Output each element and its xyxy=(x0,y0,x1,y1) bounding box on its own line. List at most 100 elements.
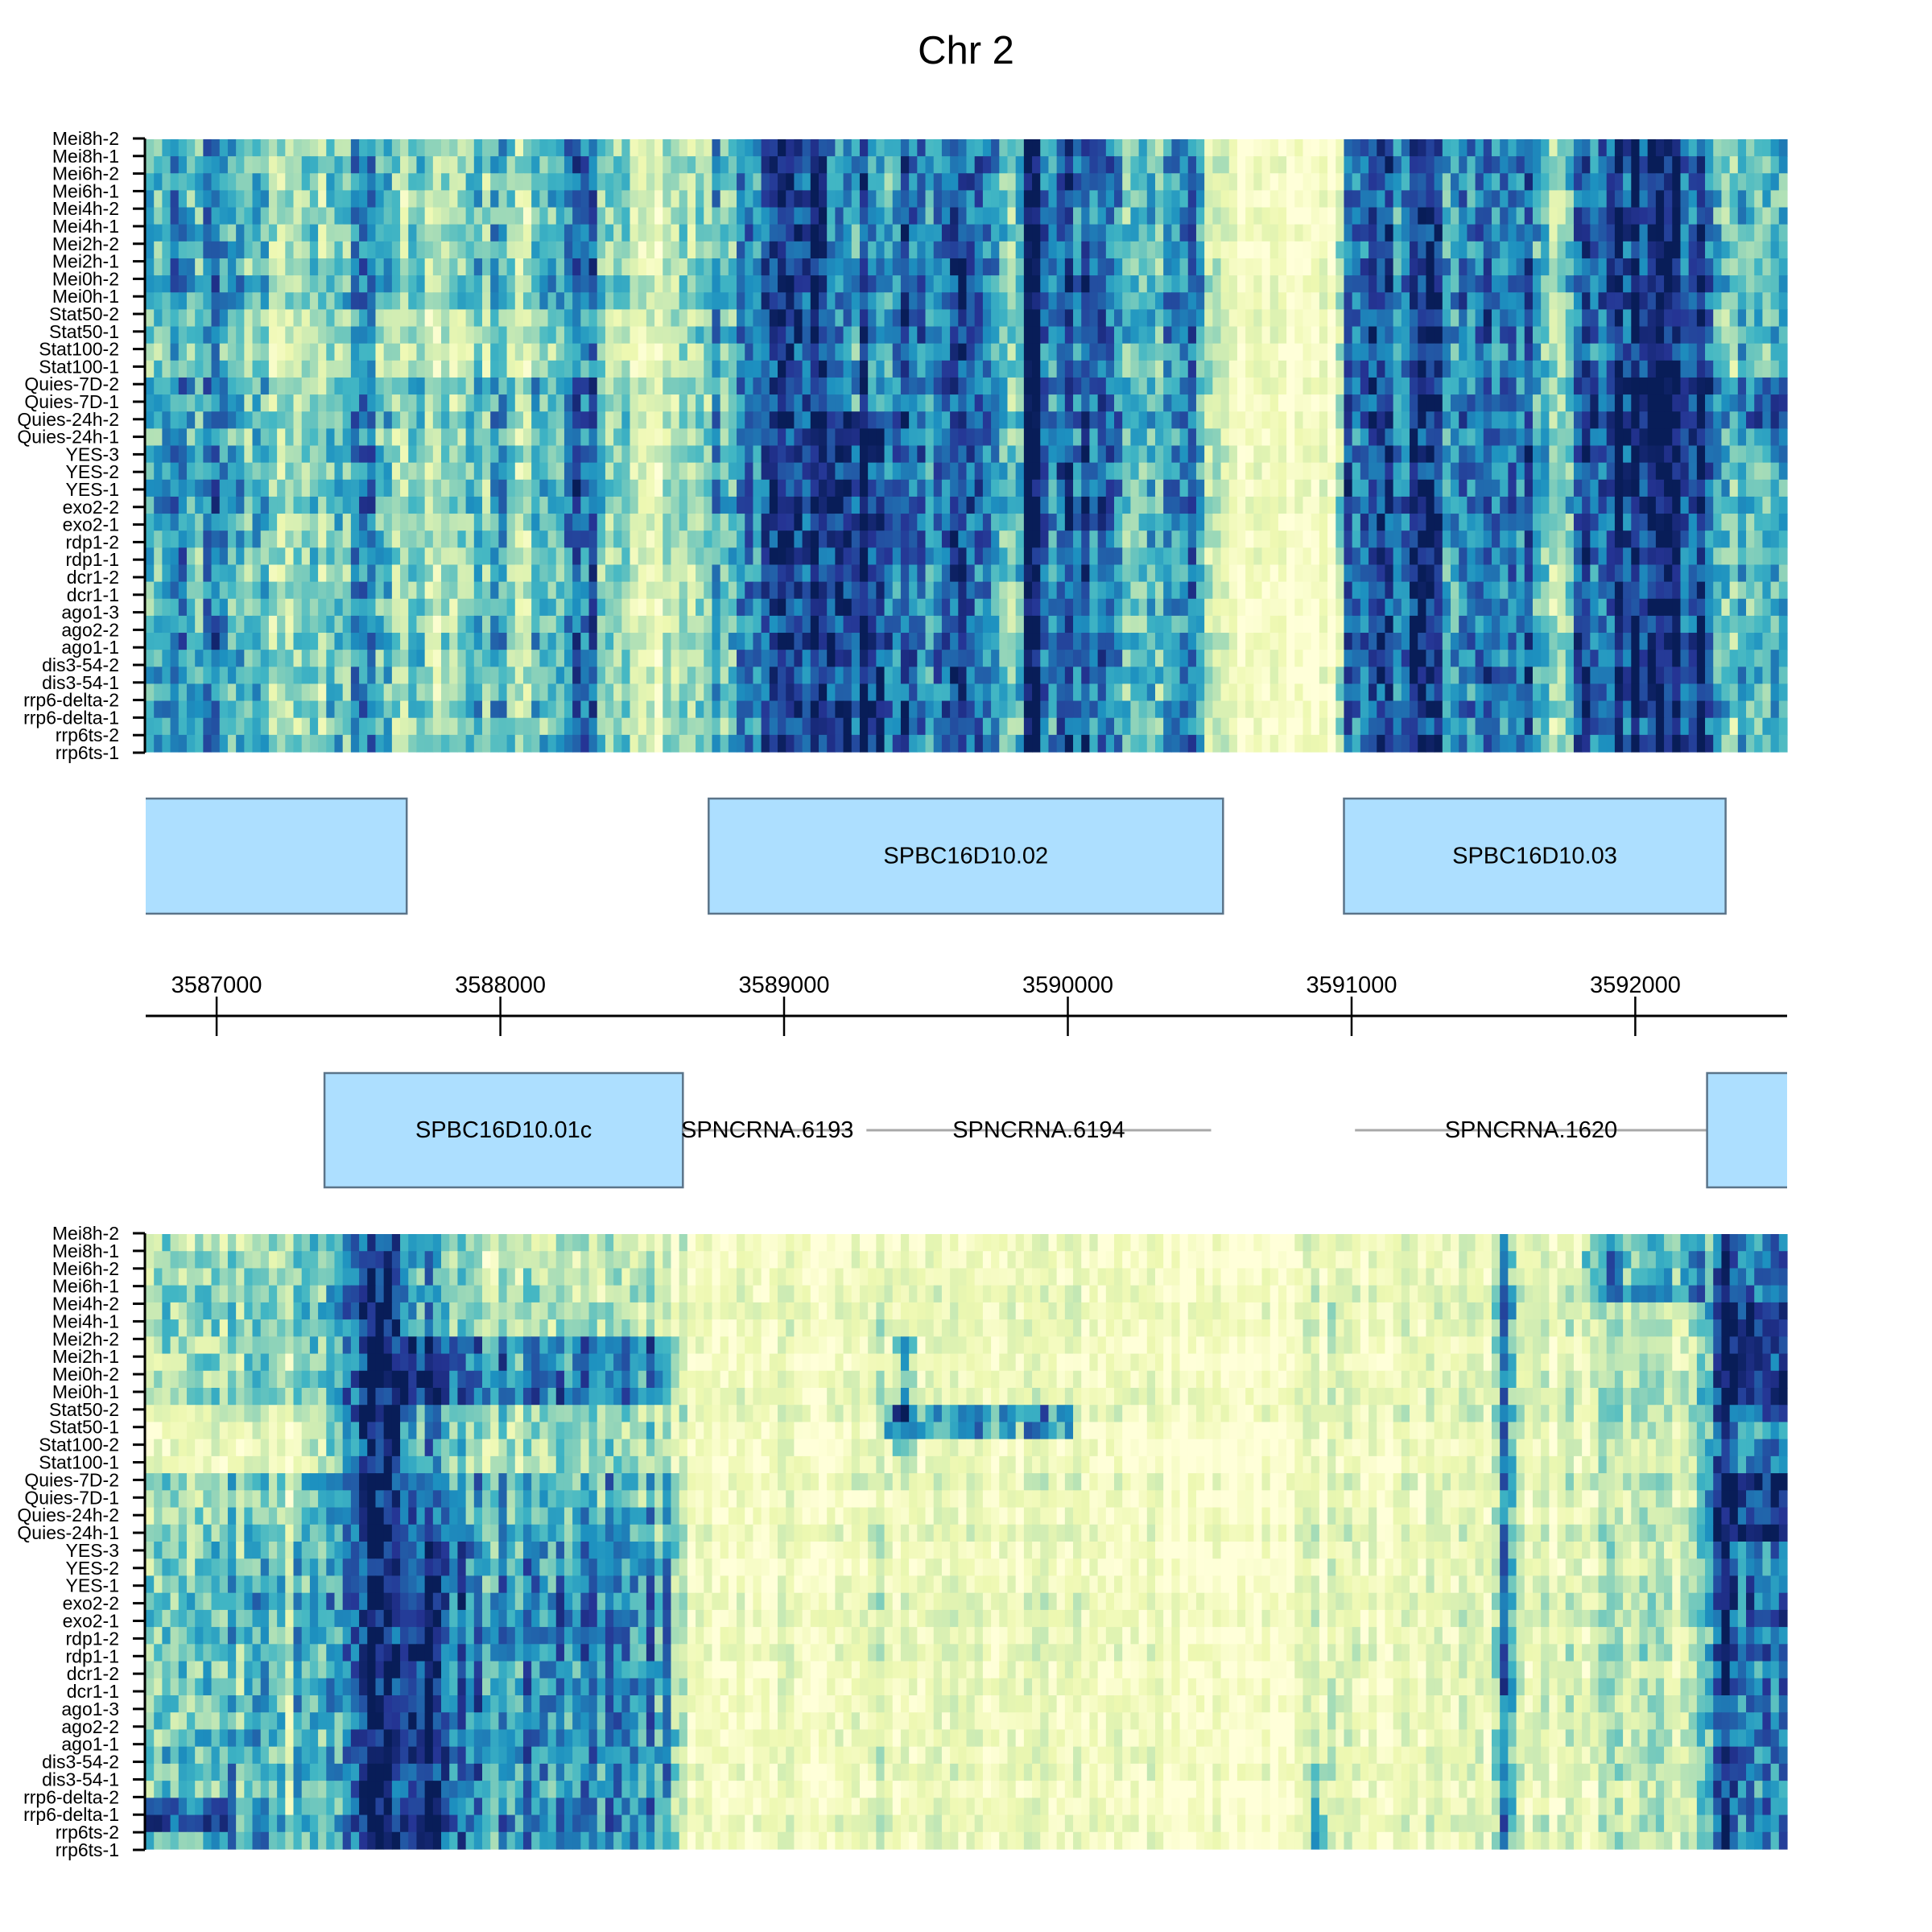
heatmap-cell xyxy=(1697,411,1706,429)
heatmap-cell xyxy=(400,275,409,293)
heatmap-cell xyxy=(893,378,902,395)
heatmap-cell xyxy=(1081,480,1090,497)
heatmap-cell xyxy=(1065,463,1074,481)
heatmap-cell xyxy=(334,208,343,225)
heatmap-cell xyxy=(466,446,475,464)
heatmap-cell xyxy=(1057,480,1066,497)
heatmap-cell xyxy=(1476,463,1484,481)
heatmap-cell xyxy=(515,463,524,481)
heatmap-cell xyxy=(146,547,155,565)
heatmap-cell xyxy=(605,258,614,276)
heatmap-cell xyxy=(580,275,589,293)
heatmap-cell xyxy=(253,173,262,191)
heatmap-cell xyxy=(1623,428,1632,446)
heatmap-cell xyxy=(860,530,869,548)
heatmap-cell xyxy=(441,514,450,531)
heatmap-cell xyxy=(909,446,918,464)
heatmap-cell xyxy=(1106,394,1115,412)
heatmap-cell xyxy=(195,530,204,548)
heatmap-cell xyxy=(1245,225,1254,242)
heatmap-cell xyxy=(1385,547,1393,565)
heatmap-cell xyxy=(285,309,294,327)
heatmap-cell xyxy=(1130,190,1139,208)
heatmap-cell xyxy=(1599,242,1608,259)
heatmap-cell xyxy=(844,275,852,293)
heatmap-cell xyxy=(1689,463,1698,481)
heatmap-cell xyxy=(1738,361,1747,378)
heatmap-cell xyxy=(212,361,221,378)
heatmap-cell xyxy=(1344,394,1352,412)
heatmap-cell xyxy=(515,361,524,378)
heatmap-cell xyxy=(770,378,778,395)
heatmap-cell xyxy=(351,156,360,174)
heatmap-cell xyxy=(203,156,212,174)
heatmap-cell xyxy=(433,225,442,242)
heatmap-cell xyxy=(696,156,704,174)
heatmap-cell xyxy=(433,394,442,412)
heatmap-cell xyxy=(819,225,828,242)
heatmap-cell xyxy=(753,292,762,310)
heatmap-cell xyxy=(1393,428,1402,446)
heatmap-cell xyxy=(1360,139,1369,157)
heatmap-cell xyxy=(269,225,278,242)
heatmap-cell xyxy=(1311,514,1320,531)
heatmap-cell xyxy=(1360,242,1369,259)
heatmap-cell xyxy=(1730,258,1739,276)
heatmap-cell xyxy=(556,309,565,327)
heatmap-cell xyxy=(1402,139,1410,157)
heatmap-cell xyxy=(1122,428,1131,446)
heatmap-cell xyxy=(712,309,720,327)
heatmap-cell xyxy=(244,275,253,293)
heatmap-cell xyxy=(1377,242,1385,259)
heatmap-cell xyxy=(1697,428,1706,446)
heatmap-cell xyxy=(720,497,729,514)
heatmap-cell xyxy=(1525,463,1534,481)
heatmap-cell xyxy=(1048,463,1057,481)
heatmap-cell xyxy=(844,514,852,531)
heatmap-cell xyxy=(1451,463,1459,481)
heatmap-cell xyxy=(999,156,1008,174)
heatmap-cell xyxy=(195,275,204,293)
heatmap-cell xyxy=(1533,208,1542,225)
heatmap-cell xyxy=(375,411,384,429)
heatmap-cell xyxy=(1286,292,1295,310)
heatmap-cell xyxy=(1163,327,1172,345)
heatmap-cell xyxy=(1508,411,1517,429)
heatmap-cell xyxy=(1467,463,1476,481)
heatmap-cell xyxy=(334,463,343,481)
heatmap-cell xyxy=(794,208,803,225)
heatmap-cell xyxy=(539,190,548,208)
heatmap-cell xyxy=(1368,242,1377,259)
heatmap-cell xyxy=(926,173,935,191)
heatmap-cell xyxy=(1368,156,1377,174)
heatmap-cell xyxy=(367,190,376,208)
heatmap-cell xyxy=(1319,292,1328,310)
heatmap-cell xyxy=(195,242,204,259)
heatmap-cell xyxy=(1492,446,1501,464)
heatmap-cell xyxy=(1286,309,1295,327)
heatmap-cell xyxy=(416,258,425,276)
heatmap-cell xyxy=(1204,156,1213,174)
heatmap-cell xyxy=(1286,463,1295,481)
heatmap-cell xyxy=(917,530,926,548)
heatmap-cell xyxy=(1484,394,1492,412)
heatmap-cell xyxy=(1672,156,1681,174)
heatmap-cell xyxy=(384,173,393,191)
heatmap-cell xyxy=(498,547,507,565)
heatmap-cell xyxy=(1615,327,1624,345)
heatmap-cell xyxy=(1558,361,1567,378)
heatmap-cell xyxy=(885,242,894,259)
heatmap-cell xyxy=(507,361,516,378)
heatmap-cell xyxy=(1180,190,1189,208)
heatmap-cell xyxy=(868,173,877,191)
heatmap-cell xyxy=(1779,378,1788,395)
heatmap-cell xyxy=(482,497,491,514)
heatmap-cell xyxy=(556,411,565,429)
heatmap-cell xyxy=(1335,156,1344,174)
heatmap-cell xyxy=(1114,463,1123,481)
heatmap-cell xyxy=(704,361,712,378)
heatmap-cell xyxy=(1319,139,1328,157)
heatmap-cell xyxy=(737,309,745,327)
heatmap-cell xyxy=(975,156,984,174)
heatmap-cell xyxy=(244,139,253,157)
